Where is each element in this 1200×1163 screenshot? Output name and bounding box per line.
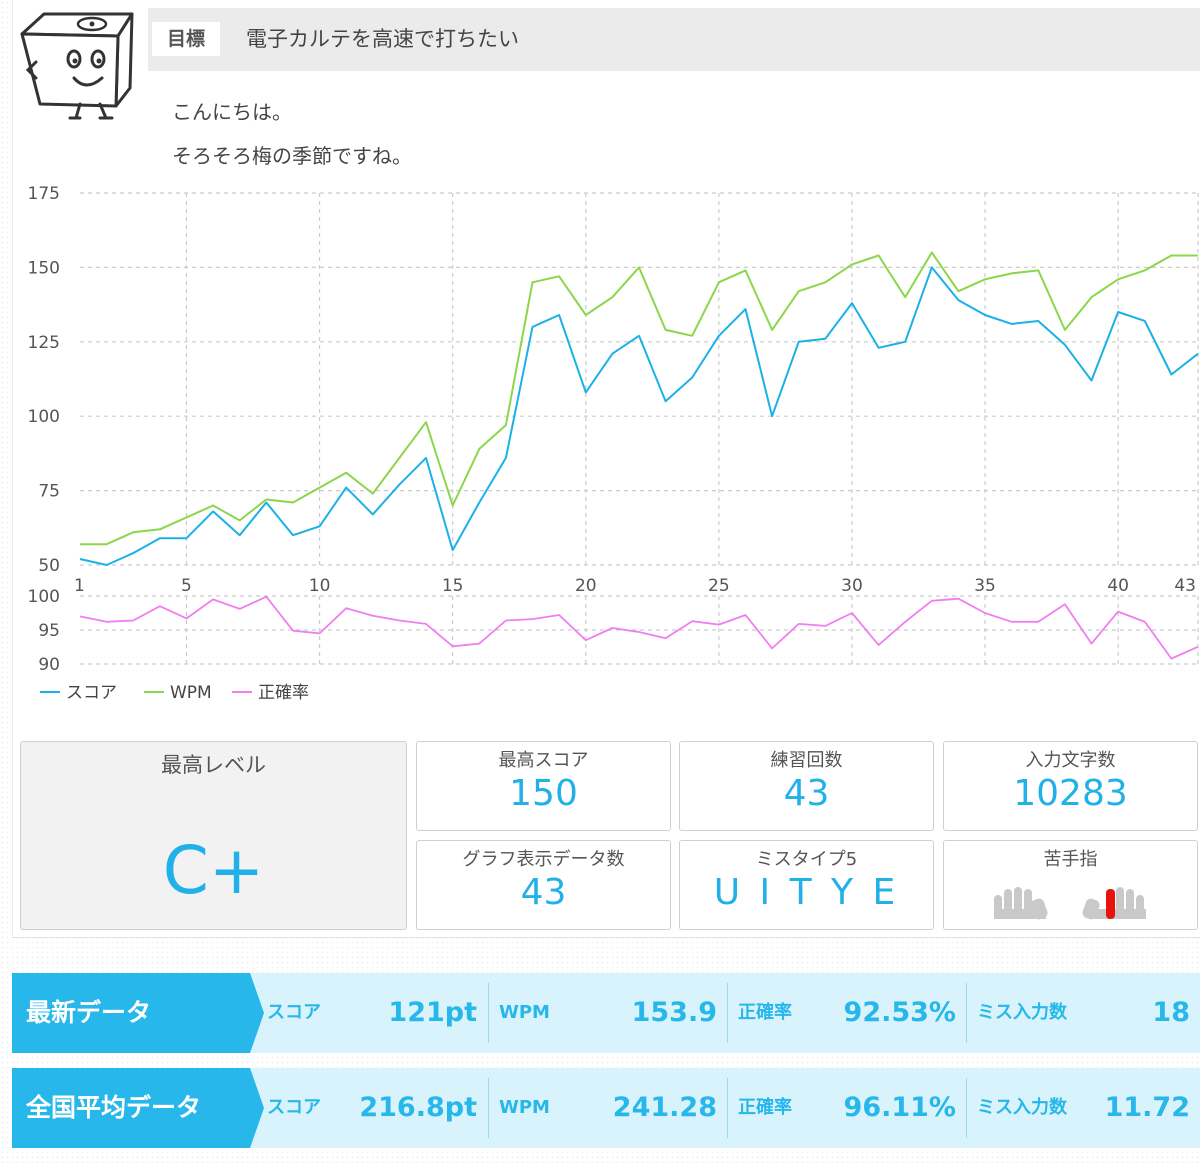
graph-count-value: 43 <box>520 872 567 913</box>
mascot-icon <box>20 12 134 120</box>
y-tick-label: 95 <box>38 621 60 641</box>
char-count-value: 10283 <box>1013 773 1128 814</box>
latest-miss-value: 18 <box>1152 997 1190 1028</box>
national-accuracy-value: 96.11% <box>843 1092 956 1123</box>
divider <box>488 983 489 1043</box>
legend-label: WPM <box>170 683 212 703</box>
x-tick-label: 35 <box>974 576 996 596</box>
chart-legend: スコア WPM 正確率 <box>40 683 309 703</box>
practice-count-value: 43 <box>783 773 830 814</box>
latest-wpm-cell: WPM 153.9 <box>489 973 727 1053</box>
y-tick-label: 125 <box>28 333 60 353</box>
max-level-box: 最高レベル C+ <box>20 741 407 930</box>
national-wpm-label: WPM <box>499 1097 550 1118</box>
latest-accuracy-cell: 正確率 92.53% <box>728 973 966 1053</box>
divider <box>966 983 967 1043</box>
latest-data-title: 最新データ <box>12 973 250 1053</box>
goal-bar <box>148 8 1200 71</box>
graph-count-label: グラフ表示データ数 <box>462 849 625 870</box>
latest-wpm-label: WPM <box>499 1002 550 1023</box>
latest-miss-label: ミス入力数 <box>977 1002 1067 1023</box>
latest-score-cell: スコア 121pt <box>257 973 487 1053</box>
latest-wpm-value: 153.9 <box>631 997 717 1028</box>
max-level-value: C+ <box>162 832 265 909</box>
char-count-box: 入力文字数 10283 <box>943 741 1198 831</box>
national-wpm-value: 241.28 <box>612 1092 717 1123</box>
latest-accuracy-value: 92.53% <box>843 997 956 1028</box>
divider <box>727 1078 728 1138</box>
wpm-series-line <box>80 251 1198 546</box>
goal-tag: 目標 <box>152 22 220 56</box>
y-tick-label: 100 <box>28 407 60 427</box>
weak-finger-box: 苦手指 <box>943 840 1198 930</box>
x-tick-label: 43 <box>1174 576 1196 596</box>
national-miss-label: ミス入力数 <box>977 1097 1067 1118</box>
weak-finger-marker <box>1106 889 1115 919</box>
x-axis-labels: 1 5 10 15 20 25 30 35 40 43 <box>74 576 1196 596</box>
latest-data-arrow <box>250 973 264 1053</box>
greeting-line-2: そろそろ梅の季節ですね。 <box>172 144 412 168</box>
y-tick-label: 50 <box>38 556 60 576</box>
x-tick-label: 30 <box>841 576 863 596</box>
x-tick-label: 5 <box>181 576 192 596</box>
miss-top5-box: ミスタイプ5 U I T Y E <box>679 840 934 930</box>
y-tick-label: 175 <box>28 184 60 204</box>
miss-top5-value: U I T Y E <box>713 872 900 913</box>
divider <box>727 983 728 1043</box>
x-tick-label: 15 <box>442 576 464 596</box>
latest-accuracy-label: 正確率 <box>738 1002 792 1023</box>
chart-grid <box>80 192 1199 566</box>
goal-text: 電子カルテを高速で打ちたい <box>246 27 519 51</box>
x-tick-label: 1 <box>74 576 85 596</box>
max-score-value: 150 <box>509 773 578 814</box>
miss-top5-label: ミスタイプ5 <box>755 849 858 870</box>
score-series-line <box>79 266 1199 566</box>
national-accuracy-cell: 正確率 96.11% <box>728 1068 966 1148</box>
y-tick-label: 100 <box>28 587 60 607</box>
national-data-row: 全国平均データ スコア 216.8pt WPM 241.28 正確率 96.11… <box>12 1068 1200 1148</box>
national-data-title: 全国平均データ <box>12 1068 250 1148</box>
latest-score-value: 121pt <box>388 997 477 1028</box>
x-tick-label: 10 <box>309 576 331 596</box>
latest-miss-cell: ミス入力数 18 <box>967 973 1200 1053</box>
weak-finger-label: 苦手指 <box>1043 849 1098 870</box>
accuracy-series-line <box>79 595 1199 660</box>
max-score-label: 最高スコア <box>498 750 589 771</box>
national-miss-value: 11.72 <box>1104 1092 1190 1123</box>
divider <box>966 1078 967 1138</box>
practice-count-label: 練習回数 <box>770 750 843 771</box>
y-tick-label: 150 <box>28 258 60 278</box>
greeting-line-1: こんにちは。 <box>172 100 292 124</box>
y-tick-label: 90 <box>38 655 60 675</box>
latest-score-label: スコア <box>267 1002 321 1023</box>
x-tick-label: 20 <box>575 576 597 596</box>
divider <box>488 1078 489 1138</box>
national-data-arrow <box>250 1068 264 1148</box>
char-count-label: 入力文字数 <box>1025 750 1116 771</box>
national-miss-cell: ミス入力数 11.72 <box>967 1068 1200 1148</box>
y-tick-label: 75 <box>38 482 60 502</box>
x-tick-label: 40 <box>1107 576 1129 596</box>
national-score-label: スコア <box>267 1097 321 1118</box>
chart-lines <box>79 251 1199 660</box>
legend-label: 正確率 <box>258 683 309 703</box>
practice-count-box: 練習回数 43 <box>679 741 934 831</box>
graph-count-box: グラフ表示データ数 43 <box>416 840 671 930</box>
national-score-cell: スコア 216.8pt <box>257 1068 487 1148</box>
national-wpm-cell: WPM 241.28 <box>489 1068 727 1148</box>
national-accuracy-label: 正確率 <box>738 1097 792 1118</box>
latest-data-row: 最新データ スコア 121pt WPM 153.9 正確率 92.53% ミス入… <box>12 973 1200 1053</box>
hand-fingers-icon <box>994 887 1146 920</box>
x-tick-label: 25 <box>708 576 730 596</box>
national-score-value: 216.8pt <box>359 1092 477 1123</box>
max-level-label: 最高レベル <box>161 753 266 777</box>
y-axis-labels: 175 150 125 100 75 50 100 95 90 <box>28 184 60 675</box>
max-score-box: 最高スコア 150 <box>416 741 671 831</box>
legend-label: スコア <box>66 683 117 703</box>
